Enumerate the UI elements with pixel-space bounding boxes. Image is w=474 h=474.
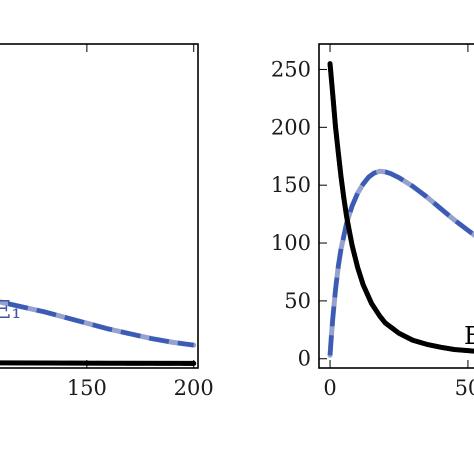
plot-frame	[0, 43, 199, 369]
left-chart-panel: 150 200 E₁	[0, 43, 214, 400]
y-tick-label: 50	[284, 289, 311, 313]
curve-label: E₁	[0, 296, 21, 324]
series-line-0	[327, 168, 474, 358]
series-group	[327, 61, 474, 358]
series-group	[0, 299, 197, 366]
x-tick-label: 150	[67, 376, 107, 400]
series-dashed-overlay-1	[0, 360, 194, 366]
series-dashed-overlay-0	[0, 299, 195, 348]
series-dashed-overlay-0	[327, 168, 474, 356]
y-tick-label: 150	[271, 173, 311, 197]
x-tick-label: 200	[174, 376, 214, 400]
plot-frame	[318, 43, 474, 369]
y-tick-label: 0	[298, 347, 311, 371]
series-dashed-overlay-1	[327, 63, 474, 354]
curve-label: E	[464, 322, 474, 350]
series-line-0	[0, 299, 197, 348]
right-chart-panel: 0 50 0 50 100 150 200 250 E	[271, 43, 474, 400]
x-tick-label: 0	[323, 376, 336, 400]
y-tick-label: 200	[271, 115, 311, 139]
y-tick-label: 100	[271, 231, 311, 255]
y-tick-label: 250	[271, 57, 311, 81]
x-tick-label: 50	[455, 376, 474, 400]
